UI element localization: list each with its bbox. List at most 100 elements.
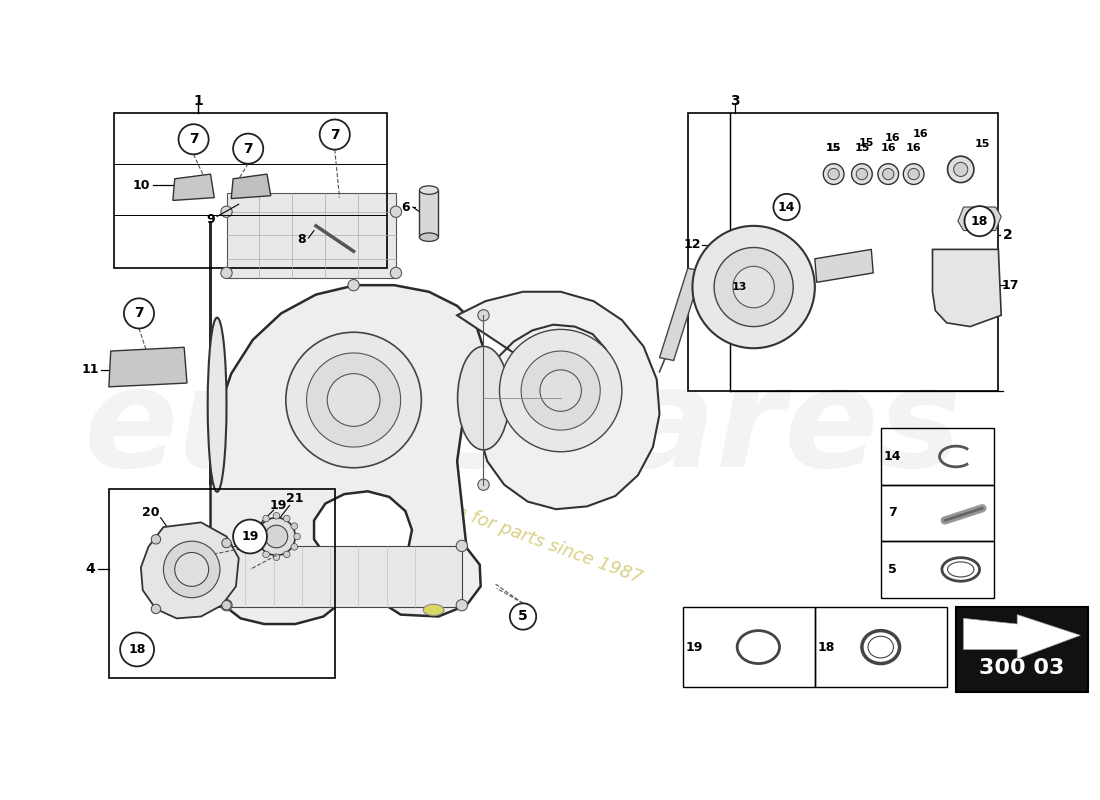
- Circle shape: [257, 518, 295, 555]
- Ellipse shape: [908, 169, 920, 180]
- Polygon shape: [933, 250, 1001, 326]
- Text: 19: 19: [270, 499, 287, 512]
- Text: 15: 15: [826, 142, 842, 153]
- Text: 7: 7: [330, 127, 340, 142]
- Bar: [683, 607, 815, 687]
- Text: 6: 6: [402, 201, 409, 214]
- Circle shape: [390, 267, 402, 278]
- Polygon shape: [660, 268, 702, 361]
- Circle shape: [239, 525, 262, 548]
- Circle shape: [221, 540, 232, 551]
- Circle shape: [151, 604, 161, 614]
- Circle shape: [348, 279, 360, 291]
- Ellipse shape: [882, 169, 894, 180]
- Circle shape: [320, 119, 350, 150]
- Polygon shape: [231, 174, 271, 198]
- Circle shape: [456, 540, 468, 551]
- Bar: [881, 485, 993, 541]
- Ellipse shape: [458, 346, 509, 450]
- Text: 3: 3: [730, 94, 739, 108]
- Circle shape: [164, 541, 220, 598]
- Text: 18: 18: [971, 214, 988, 228]
- Text: 8: 8: [297, 234, 306, 246]
- Circle shape: [222, 538, 231, 548]
- Text: 5: 5: [888, 563, 896, 576]
- Text: 19: 19: [241, 530, 258, 543]
- Circle shape: [521, 351, 601, 430]
- Text: 7: 7: [189, 132, 198, 146]
- Text: 16: 16: [886, 134, 901, 143]
- Text: 16: 16: [906, 142, 922, 153]
- Text: 14: 14: [778, 201, 795, 214]
- Circle shape: [273, 513, 279, 519]
- Text: 18: 18: [129, 643, 146, 656]
- Polygon shape: [958, 207, 1001, 230]
- Circle shape: [499, 330, 622, 452]
- Circle shape: [733, 266, 774, 308]
- Text: 300 03: 300 03: [979, 658, 1065, 678]
- Text: 1: 1: [194, 94, 204, 108]
- Circle shape: [178, 124, 209, 154]
- Circle shape: [175, 553, 209, 586]
- Text: 2: 2: [1003, 228, 1013, 242]
- Text: 15: 15: [855, 142, 870, 153]
- Text: 16: 16: [912, 129, 928, 138]
- Circle shape: [307, 353, 400, 447]
- Circle shape: [284, 551, 290, 558]
- Text: 19: 19: [685, 641, 703, 654]
- Ellipse shape: [419, 186, 438, 194]
- Bar: [815, 607, 947, 687]
- Circle shape: [265, 525, 288, 548]
- Circle shape: [693, 226, 815, 348]
- Polygon shape: [173, 174, 214, 201]
- Ellipse shape: [208, 318, 227, 492]
- Polygon shape: [458, 292, 660, 509]
- Text: 14: 14: [883, 450, 901, 463]
- Polygon shape: [210, 221, 484, 624]
- Bar: [113, 113, 386, 268]
- Text: 10: 10: [133, 179, 151, 192]
- Text: 13: 13: [732, 282, 747, 292]
- Circle shape: [255, 523, 262, 530]
- Bar: [227, 193, 396, 278]
- Circle shape: [273, 554, 279, 561]
- Bar: [956, 607, 1088, 692]
- Circle shape: [477, 479, 490, 490]
- Text: 21: 21: [286, 492, 304, 506]
- Text: 15: 15: [975, 139, 990, 149]
- Text: 16: 16: [880, 142, 896, 153]
- Circle shape: [286, 332, 421, 468]
- Circle shape: [509, 603, 536, 630]
- Circle shape: [284, 515, 290, 522]
- Circle shape: [221, 599, 232, 611]
- Text: 5: 5: [518, 610, 528, 623]
- Polygon shape: [109, 347, 187, 387]
- Text: 17: 17: [1002, 278, 1020, 292]
- Ellipse shape: [424, 604, 444, 615]
- Ellipse shape: [856, 169, 868, 180]
- Circle shape: [222, 601, 231, 610]
- Circle shape: [714, 247, 793, 326]
- Ellipse shape: [823, 164, 844, 185]
- Text: 15: 15: [859, 138, 874, 148]
- Text: 7: 7: [134, 306, 144, 321]
- Ellipse shape: [954, 162, 968, 177]
- Text: eurospares: eurospares: [84, 361, 963, 496]
- Circle shape: [233, 134, 263, 164]
- Circle shape: [477, 310, 490, 321]
- Text: 9: 9: [206, 213, 214, 226]
- Text: 7: 7: [888, 506, 896, 519]
- Circle shape: [965, 206, 994, 236]
- Circle shape: [292, 543, 298, 550]
- Circle shape: [252, 533, 258, 540]
- Text: 18: 18: [817, 641, 835, 654]
- Circle shape: [263, 551, 270, 558]
- Circle shape: [233, 519, 267, 554]
- Circle shape: [390, 206, 402, 218]
- Circle shape: [120, 633, 154, 666]
- Circle shape: [263, 515, 270, 522]
- Text: 7: 7: [243, 142, 253, 156]
- Polygon shape: [815, 250, 873, 282]
- Text: 4: 4: [85, 562, 95, 577]
- Circle shape: [540, 370, 582, 411]
